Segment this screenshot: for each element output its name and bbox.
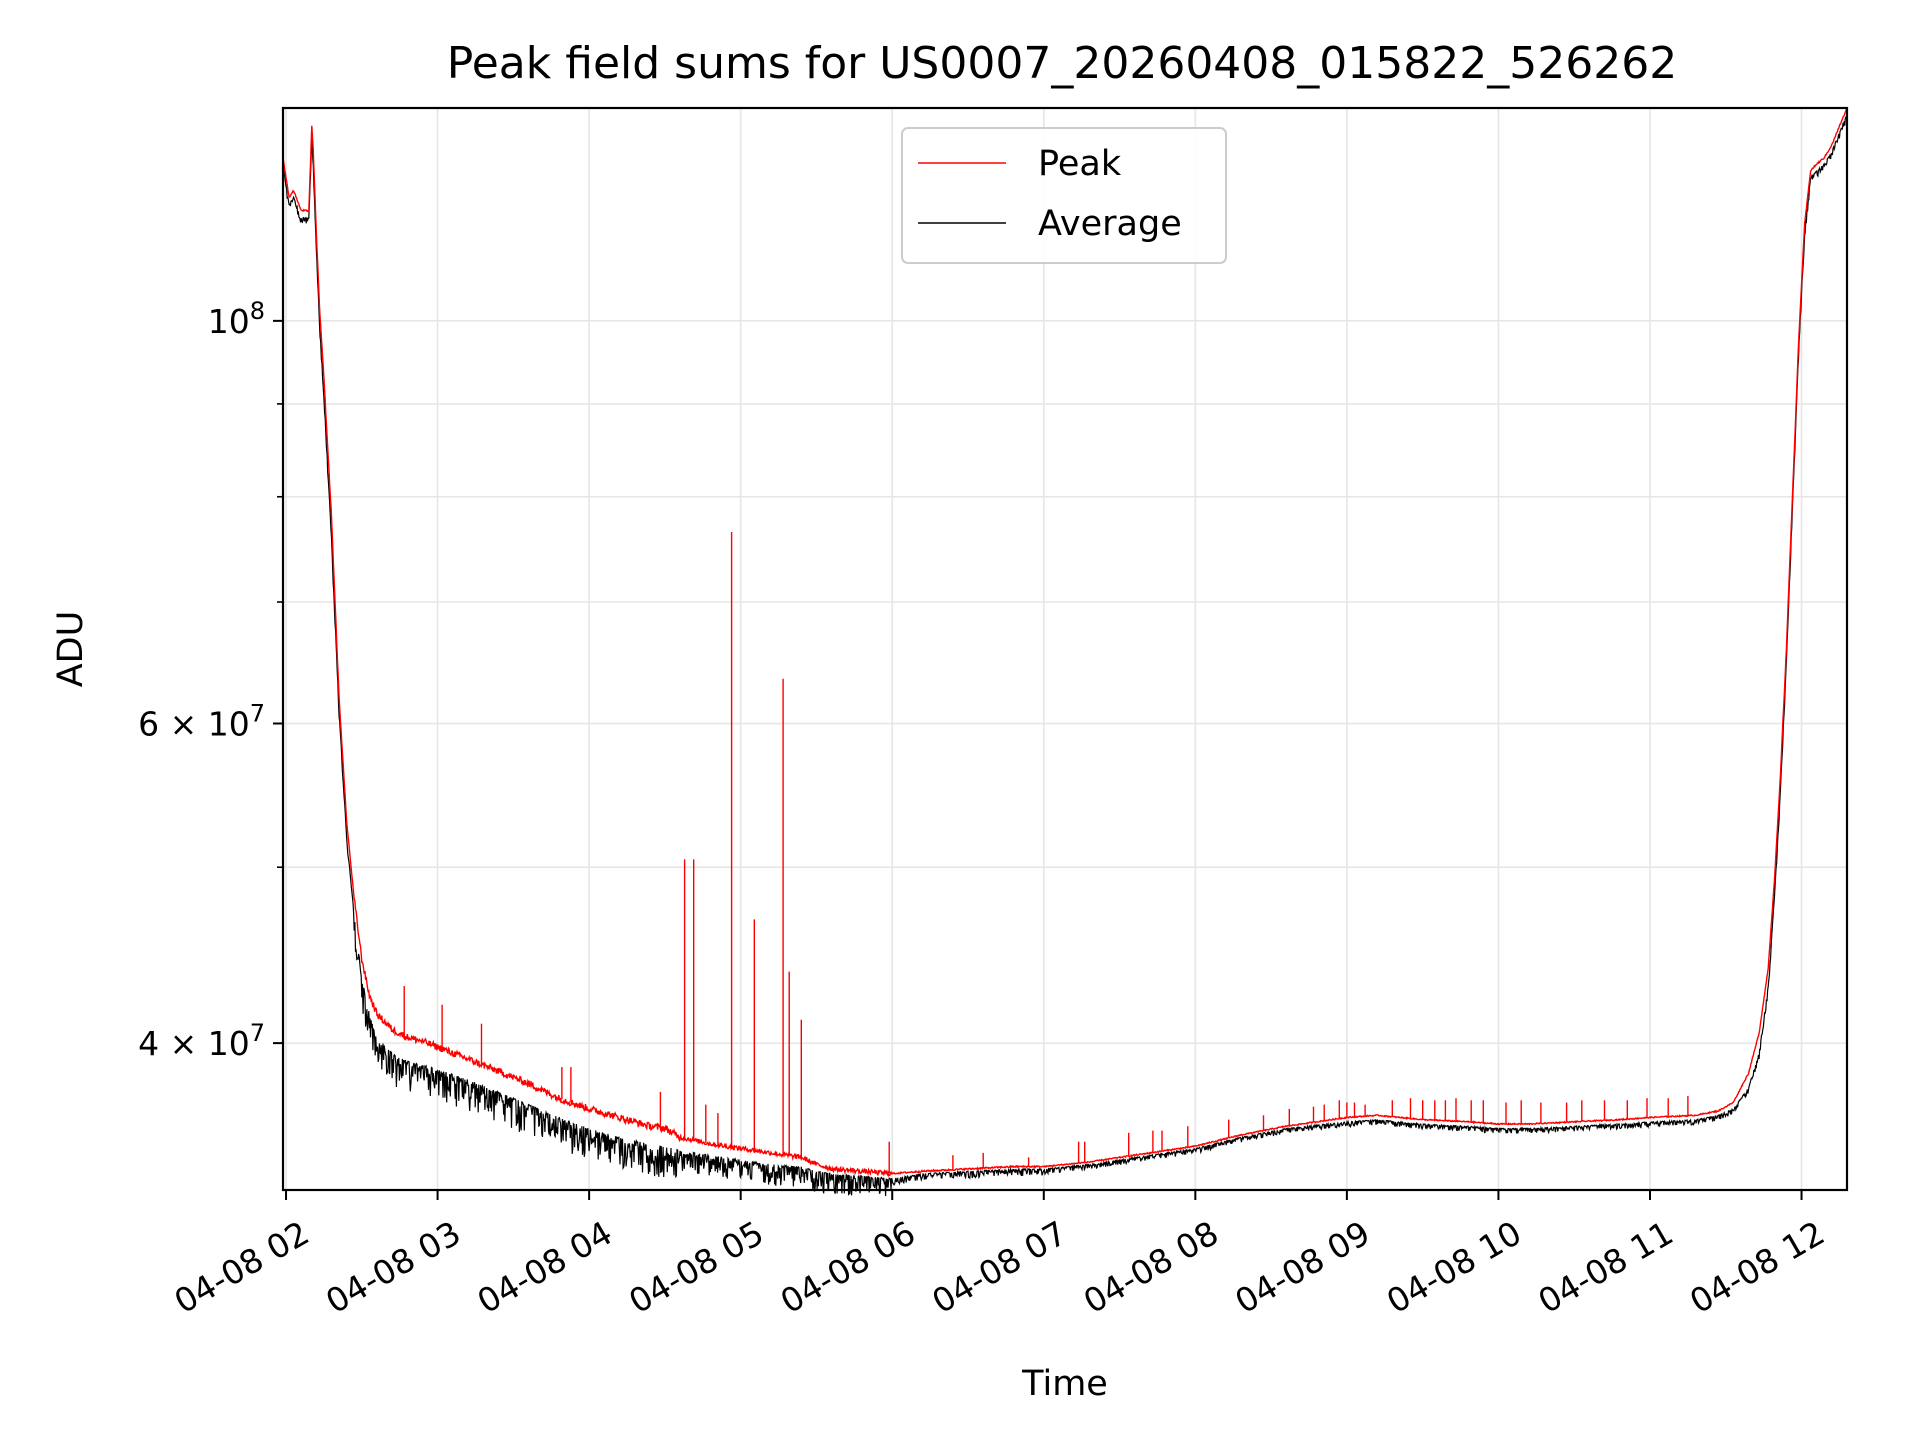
legend-box [901, 127, 1227, 264]
chart-title: Peak field sums for US0007_20260408_0158… [447, 38, 1677, 89]
y-tick-exponent: 7 [250, 700, 265, 728]
legend-peak-label: Peak [1038, 144, 1122, 184]
legend: Peak Average [901, 127, 1227, 264]
y-tick-label: 4 × 107 [138, 1019, 265, 1063]
y-tick-base: 6 × 10 [138, 705, 250, 744]
x-axis-label: Time [1021, 1364, 1108, 1404]
legend-average-label: Average [1038, 204, 1182, 244]
y-axis-label: ADU [51, 611, 91, 688]
series-peak-line [282, 107, 1848, 1178]
y-tick-exponent: 7 [250, 1019, 265, 1047]
y-tick-base: 10 [208, 302, 250, 341]
series-average-line [282, 114, 1848, 1197]
y-tick-exponent: 8 [250, 297, 265, 325]
grid-lines [283, 108, 1847, 1190]
axes-frame [281, 106, 1849, 1192]
series-layer [282, 107, 1848, 1197]
y-tick-label: 108 [208, 297, 265, 341]
y-tick-base: 4 × 10 [138, 1024, 250, 1063]
y-tick-label: 6 × 107 [138, 700, 265, 744]
